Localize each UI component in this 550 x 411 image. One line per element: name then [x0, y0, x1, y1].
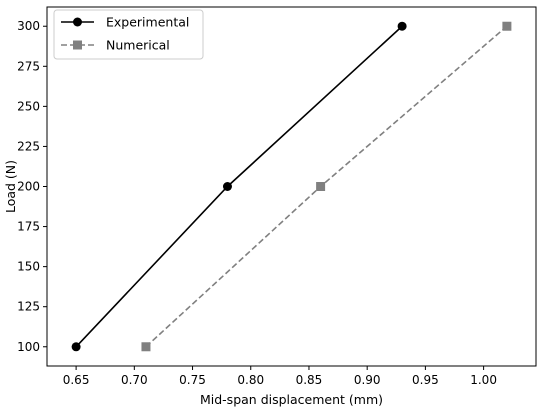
experimental-series: [71, 21, 407, 352]
numerical-series: [141, 21, 512, 352]
legend-marker-experimental: [73, 17, 82, 27]
y-tick-label: 175: [17, 220, 40, 234]
y-tick-label: 300: [17, 19, 40, 33]
y-axis-label: Load (N): [3, 160, 18, 213]
x-tick-label: 0.70: [121, 373, 148, 387]
y-tick-label: 200: [17, 180, 40, 194]
plot-frame: [46, 6, 537, 367]
numerical-data-point: [141, 342, 151, 352]
experimental-data-point: [71, 342, 81, 352]
y-tick-label: 250: [17, 99, 40, 113]
y-axis-ticks: 100 125 150 175 200 225 250 275 300: [17, 19, 47, 354]
y-tick-label: 100: [17, 340, 40, 354]
x-tick-label: 1.00: [470, 373, 497, 387]
x-tick-label: 0.80: [237, 373, 264, 387]
x-tick-label: 0.85: [296, 373, 323, 387]
legend-marker-numerical: [73, 40, 82, 50]
experimental-data-point: [397, 21, 407, 31]
numerical-series-line: [145, 25, 508, 348]
x-tick-label: 0.95: [412, 373, 439, 387]
x-tick-label: 0.75: [179, 373, 206, 387]
y-tick-label: 225: [17, 139, 40, 153]
numerical-data-point: [502, 21, 512, 31]
y-tick-label: 150: [17, 260, 40, 274]
legend-label-experimental: Experimental: [106, 15, 189, 30]
plot-area: [46, 6, 537, 367]
numerical-data-point: [316, 182, 326, 191]
x-tick-label: 0.90: [354, 373, 381, 387]
x-axis-ticks: 0.65 0.70 0.75 0.80 0.85 0.90 0.95 1.00: [63, 366, 497, 387]
experimental-data-point: [222, 182, 232, 191]
series-layer: [71, 21, 512, 352]
legend: Experimental Numerical: [53, 9, 204, 60]
y-tick-label: 125: [17, 300, 40, 314]
x-axis-label: Mid-span displacement (mm): [200, 392, 383, 407]
x-tick-label: 0.65: [63, 373, 90, 387]
y-tick-label: 275: [17, 59, 40, 73]
experimental-series-line: [75, 25, 403, 348]
legend-label-numerical: Numerical: [106, 38, 170, 53]
